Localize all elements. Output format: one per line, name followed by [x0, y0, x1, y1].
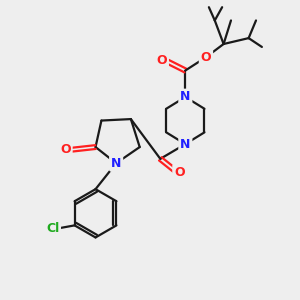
Text: N: N	[111, 157, 121, 170]
Text: N: N	[180, 138, 190, 151]
Text: O: O	[201, 51, 211, 64]
Text: O: O	[174, 166, 185, 178]
Text: Cl: Cl	[46, 222, 59, 235]
Text: N: N	[180, 91, 190, 103]
Text: O: O	[60, 143, 71, 157]
Text: O: O	[157, 54, 167, 67]
